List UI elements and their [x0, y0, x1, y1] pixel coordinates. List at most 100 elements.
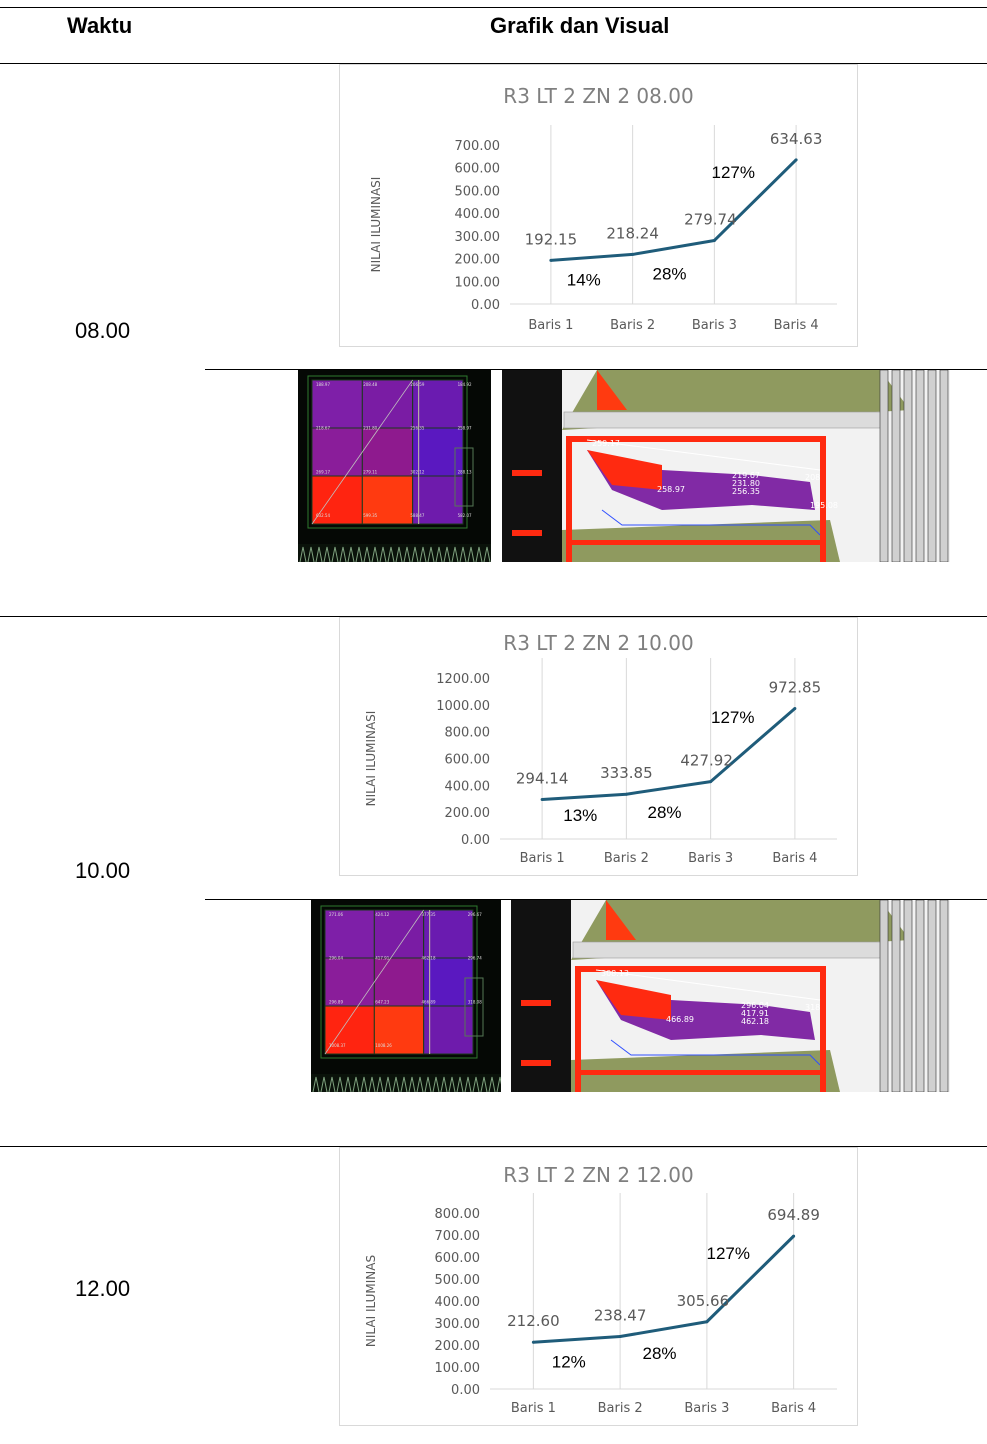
x-tick-label: Baris 1	[528, 318, 573, 333]
view-value-label: 195.08	[810, 501, 838, 510]
plan-value-label: 647.23	[375, 999, 389, 1004]
view-column	[904, 370, 912, 562]
y-tick-label: 500.00	[435, 1273, 481, 1288]
data-point	[532, 1341, 535, 1344]
data-point	[793, 707, 796, 710]
y-tick-label: 400.00	[445, 779, 491, 794]
perspective-graphic: 308.13466.89296.04417.91462.18318	[511, 900, 950, 1092]
perspective-render-0800: 259.17 258.97 219.67 231.80 256.35 208 195.08	[502, 370, 950, 562]
data-point	[709, 780, 712, 783]
view-value-label: 259.17	[592, 439, 620, 448]
y-tick-label: 600.00	[435, 1251, 481, 1266]
plan-value-label: 188.97	[316, 382, 330, 387]
data-label: 238.47	[594, 1307, 647, 1325]
view-value-label: 318	[805, 1003, 820, 1012]
chart-svg: R3 LT 2 ZN 2 08.00 0.00 100.00 200.00 300.00…	[340, 65, 857, 346]
view-column	[940, 370, 948, 562]
view-red-rail	[521, 1000, 551, 1006]
x-tick-label: Baris 4	[772, 851, 817, 866]
y-tick-label: 0.00	[451, 1383, 480, 1398]
series-line	[542, 708, 795, 799]
data-label: 972.85	[769, 678, 822, 696]
illumination-chart-1200: R3 LT 2 ZN 2 12.00 0.00 100.00 200.00 300.00…	[339, 1147, 858, 1426]
data-label: 634.63	[770, 130, 823, 148]
floor-plan-graphic: 271.06 424.12 377.35 296.67 296.04 417.91 462.…	[311, 900, 501, 1092]
plan-value-label: 231.80	[363, 426, 377, 431]
view-column	[916, 900, 924, 1092]
percent-annotation: 28%	[642, 1344, 676, 1363]
data-point	[619, 1335, 622, 1338]
data-label: 694.89	[767, 1206, 820, 1224]
row-time-label: 08.00	[75, 318, 130, 344]
plan-value-label: 279.11	[363, 469, 377, 474]
plan-value-label: 417.91	[375, 956, 389, 961]
view-value-label: 258.97	[657, 485, 685, 494]
data-label: 279.74	[684, 210, 737, 228]
plan-value-label: 296.67	[468, 912, 482, 917]
column-header-time: Waktu	[67, 13, 132, 39]
plan-cell	[312, 380, 362, 428]
row-time-label: 12.00	[75, 1276, 130, 1302]
y-tick-label: 0.00	[471, 298, 500, 313]
plan-cell	[325, 910, 374, 958]
y-tick-label: 300.00	[455, 230, 501, 245]
view-roof-edge	[573, 942, 882, 958]
data-label: 218.24	[606, 224, 659, 242]
data-point	[549, 259, 552, 262]
plan-value-label: 288.13	[458, 469, 472, 474]
chart-title: R3 LT 2 ZN 2 10.00	[503, 631, 693, 655]
floor-plan-render-1000: 271.06 424.12 377.35 296.67 296.04 417.91 462.…	[311, 900, 501, 1092]
y-tick-label: 400.00	[455, 207, 501, 222]
chart-title: R3 LT 2 ZN 2 08.00	[503, 84, 693, 108]
plan-value-label: 424.12	[375, 912, 389, 917]
plan-value-label: 296.04	[329, 956, 343, 961]
view-column	[928, 370, 936, 562]
illumination-chart-1000: R3 LT 2 ZN 2 10.00 0.00 200.00 400.00 600.00…	[339, 617, 858, 876]
plan-cell	[424, 1006, 473, 1054]
data-label: 294.14	[516, 770, 569, 788]
plan-value-label: 1008.37	[329, 1043, 346, 1048]
data-point	[631, 253, 634, 256]
series-line	[533, 1236, 793, 1342]
data-point	[705, 1320, 708, 1323]
y-tick-label: 200.00	[455, 253, 501, 268]
y-tick-label: 0.00	[461, 833, 490, 848]
y-tick-label: 100.00	[435, 1361, 481, 1376]
x-tick-label: Baris 2	[604, 851, 649, 866]
plan-value-label: 296.89	[329, 999, 343, 1004]
x-tick-label: Baris 3	[684, 1401, 729, 1416]
y-tick-label: 800.00	[435, 1207, 481, 1222]
percent-annotation: 28%	[647, 803, 681, 822]
view-red-rail	[512, 530, 542, 536]
plan-value-label: 296.74	[468, 956, 482, 961]
percent-annotation: 127%	[711, 708, 754, 727]
view-column	[916, 370, 924, 562]
view-column	[940, 900, 948, 1092]
plan-value-label: 632.54	[316, 513, 330, 518]
x-tick-label: Baris 4	[771, 1401, 816, 1416]
y-tick-label: 700.00	[435, 1229, 481, 1244]
view-column	[880, 370, 888, 562]
view-column	[892, 900, 900, 1092]
plan-value-label: 377.35	[422, 912, 436, 917]
data-label: 212.60	[507, 1312, 560, 1330]
percent-annotation: 13%	[563, 806, 597, 825]
floor-plan-render-0800: 188.97 208.48 206.59 184.92 218.67 231.80 256.…	[298, 370, 491, 562]
plan-value-label: 208.48	[363, 382, 377, 387]
data-label: 305.66	[677, 1292, 730, 1310]
data-point	[541, 798, 544, 801]
plan-cell	[413, 380, 463, 428]
view-column	[928, 900, 936, 1092]
floor-plan-graphic: 188.97 208.48 206.59 184.92218.67 231.80 256.…	[298, 370, 491, 562]
plan-value-label: 218.67	[316, 426, 330, 431]
plan-value-label: 599.35	[363, 513, 377, 518]
chart-svg: R3 LT 2 ZN 2 12.000.00100.00200.00300.00…	[340, 1148, 857, 1425]
data-point	[625, 793, 628, 796]
y-tick-label: 100.00	[455, 275, 501, 290]
plan-value-label: 206.59	[410, 382, 424, 387]
y-axis-title: NILAI ILUMINASI	[364, 711, 378, 807]
view-red-beam	[566, 540, 824, 545]
column-header-content: Grafik dan Visual	[490, 13, 669, 39]
data-label: 427.92	[680, 752, 733, 770]
y-tick-label: 200.00	[445, 806, 491, 821]
